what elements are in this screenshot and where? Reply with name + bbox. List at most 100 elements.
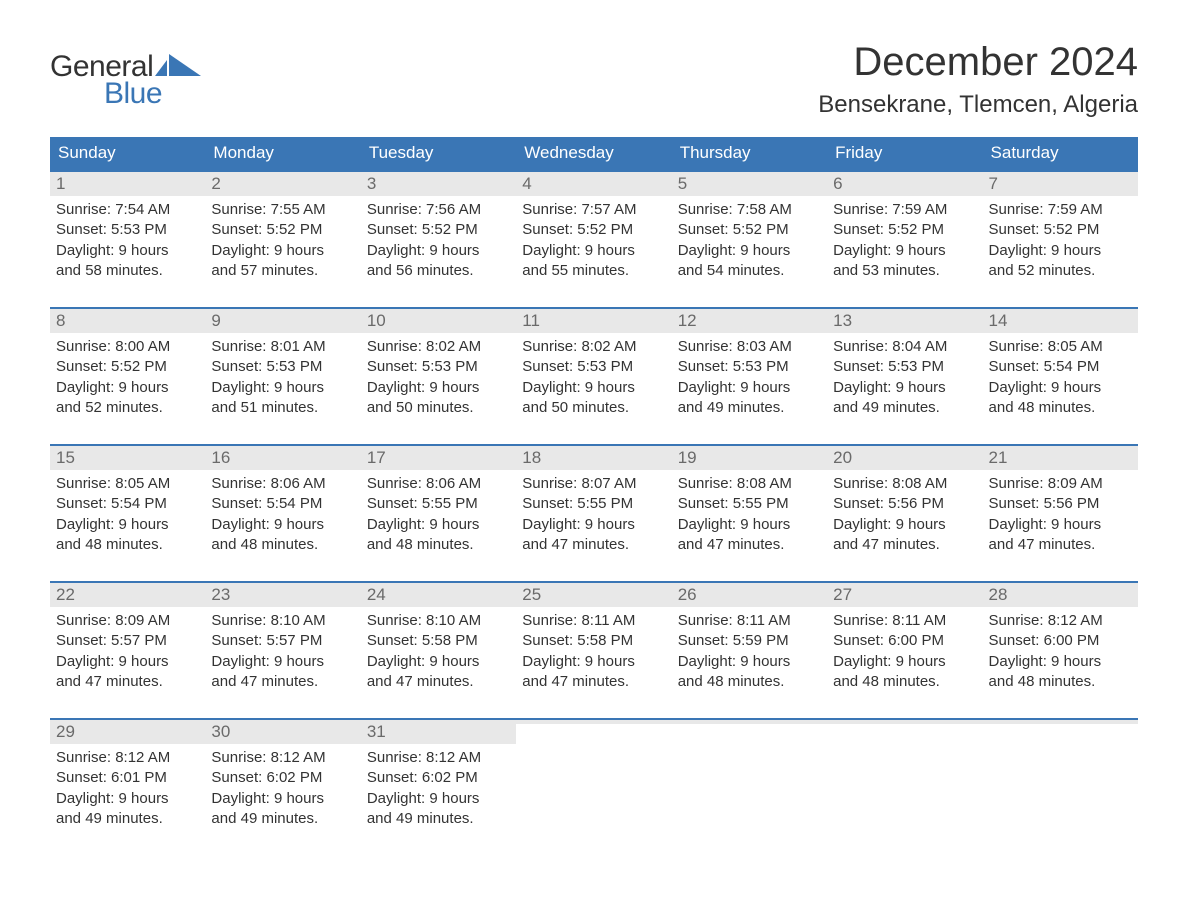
week-row: 22Sunrise: 8:09 AMSunset: 5:57 PMDayligh…	[50, 581, 1138, 700]
day-number: 10	[361, 309, 516, 333]
day-number: 22	[50, 583, 205, 607]
daylight-line: Daylight: 9 hours	[678, 515, 821, 535]
day-number-bar: 5	[672, 172, 827, 196]
day-number-bar: 14	[983, 309, 1138, 333]
day-number: 31	[361, 720, 516, 744]
sunrise-line: Sunrise: 8:08 AM	[678, 474, 821, 494]
sunset-line: Sunset: 5:52 PM	[989, 220, 1132, 240]
day-number: 7	[983, 172, 1138, 196]
sunset-line: Sunset: 5:54 PM	[989, 357, 1132, 377]
sunrise-line: Sunrise: 8:11 AM	[678, 611, 821, 631]
day-body: Sunrise: 8:02 AMSunset: 5:53 PMDaylight:…	[516, 333, 671, 418]
sunrise-line: Sunrise: 8:10 AM	[211, 611, 354, 631]
day-number: 19	[672, 446, 827, 470]
sunrise-line: Sunrise: 7:59 AM	[989, 200, 1132, 220]
day-cell: 11Sunrise: 8:02 AMSunset: 5:53 PMDayligh…	[516, 309, 671, 426]
day-number-bar: 13	[827, 309, 982, 333]
sunset-line: Sunset: 5:52 PM	[56, 357, 199, 377]
daylight-line: and 47 minutes.	[522, 672, 665, 692]
daylight-line: and 49 minutes.	[833, 398, 976, 418]
day-body: Sunrise: 8:09 AMSunset: 5:56 PMDaylight:…	[983, 470, 1138, 555]
sunrise-line: Sunrise: 7:55 AM	[211, 200, 354, 220]
daylight-line: and 47 minutes.	[56, 672, 199, 692]
day-number-bar: 8	[50, 309, 205, 333]
weekday-header: Saturday	[983, 137, 1138, 170]
daylight-line: and 47 minutes.	[833, 535, 976, 555]
daylight-line: Daylight: 9 hours	[522, 378, 665, 398]
day-number: 15	[50, 446, 205, 470]
day-body: Sunrise: 8:06 AMSunset: 5:55 PMDaylight:…	[361, 470, 516, 555]
sunrise-line: Sunrise: 8:12 AM	[211, 748, 354, 768]
day-cell: 14Sunrise: 8:05 AMSunset: 5:54 PMDayligh…	[983, 309, 1138, 426]
calendar-page: General Blue December 2024 Bensekrane, T…	[0, 0, 1188, 877]
day-body: Sunrise: 8:09 AMSunset: 5:57 PMDaylight:…	[50, 607, 205, 692]
daylight-line: and 48 minutes.	[833, 672, 976, 692]
daylight-line: and 50 minutes.	[522, 398, 665, 418]
day-number: 20	[827, 446, 982, 470]
daylight-line: Daylight: 9 hours	[678, 378, 821, 398]
day-number: 2	[205, 172, 360, 196]
sunset-line: Sunset: 5:53 PM	[522, 357, 665, 377]
day-body: Sunrise: 7:59 AMSunset: 5:52 PMDaylight:…	[827, 196, 982, 281]
week-row: 29Sunrise: 8:12 AMSunset: 6:01 PMDayligh…	[50, 718, 1138, 837]
day-number-bar: 24	[361, 583, 516, 607]
sunrise-line: Sunrise: 7:54 AM	[56, 200, 199, 220]
day-number-bar: 3	[361, 172, 516, 196]
sunrise-line: Sunrise: 8:06 AM	[211, 474, 354, 494]
weekday-header: Wednesday	[516, 137, 671, 170]
daylight-line: and 55 minutes.	[522, 261, 665, 281]
day-cell: 18Sunrise: 8:07 AMSunset: 5:55 PMDayligh…	[516, 446, 671, 563]
sunrise-line: Sunrise: 8:00 AM	[56, 337, 199, 357]
day-number-bar: 17	[361, 446, 516, 470]
day-body: Sunrise: 8:04 AMSunset: 5:53 PMDaylight:…	[827, 333, 982, 418]
day-body: Sunrise: 8:03 AMSunset: 5:53 PMDaylight:…	[672, 333, 827, 418]
day-cell	[516, 720, 671, 837]
daylight-line: Daylight: 9 hours	[56, 789, 199, 809]
daylight-line: Daylight: 9 hours	[833, 378, 976, 398]
daylight-line: and 48 minutes.	[56, 535, 199, 555]
calendar-grid: Sunday Monday Tuesday Wednesday Thursday…	[50, 137, 1138, 837]
day-number-bar: 27	[827, 583, 982, 607]
daylight-line: and 52 minutes.	[989, 261, 1132, 281]
sunset-line: Sunset: 5:55 PM	[367, 494, 510, 514]
sunset-line: Sunset: 5:53 PM	[56, 220, 199, 240]
sunrise-line: Sunrise: 7:57 AM	[522, 200, 665, 220]
day-number: 23	[205, 583, 360, 607]
day-body: Sunrise: 7:56 AMSunset: 5:52 PMDaylight:…	[361, 196, 516, 281]
day-number: 6	[827, 172, 982, 196]
day-number-bar: 20	[827, 446, 982, 470]
day-body: Sunrise: 8:08 AMSunset: 5:55 PMDaylight:…	[672, 470, 827, 555]
daylight-line: Daylight: 9 hours	[367, 515, 510, 535]
day-number-bar: 12	[672, 309, 827, 333]
daylight-line: and 53 minutes.	[833, 261, 976, 281]
sunset-line: Sunset: 5:58 PM	[522, 631, 665, 651]
day-number-bar: 31	[361, 720, 516, 744]
day-cell: 1Sunrise: 7:54 AMSunset: 5:53 PMDaylight…	[50, 172, 205, 289]
sunset-line: Sunset: 5:52 PM	[678, 220, 821, 240]
day-cell: 21Sunrise: 8:09 AMSunset: 5:56 PMDayligh…	[983, 446, 1138, 563]
brand-logo: General Blue	[50, 50, 201, 111]
sunset-line: Sunset: 5:53 PM	[678, 357, 821, 377]
day-cell: 23Sunrise: 8:10 AMSunset: 5:57 PMDayligh…	[205, 583, 360, 700]
day-cell: 8Sunrise: 8:00 AMSunset: 5:52 PMDaylight…	[50, 309, 205, 426]
sunset-line: Sunset: 5:55 PM	[678, 494, 821, 514]
daylight-line: Daylight: 9 hours	[989, 241, 1132, 261]
day-number-bar	[983, 720, 1138, 724]
sunrise-line: Sunrise: 8:11 AM	[522, 611, 665, 631]
daylight-line: and 58 minutes.	[56, 261, 199, 281]
day-number-bar: 30	[205, 720, 360, 744]
day-number: 16	[205, 446, 360, 470]
sunrise-line: Sunrise: 8:10 AM	[367, 611, 510, 631]
day-number-bar: 7	[983, 172, 1138, 196]
daylight-line: and 47 minutes.	[522, 535, 665, 555]
day-number: 24	[361, 583, 516, 607]
sunrise-line: Sunrise: 7:58 AM	[678, 200, 821, 220]
day-body: Sunrise: 7:57 AMSunset: 5:52 PMDaylight:…	[516, 196, 671, 281]
daylight-line: Daylight: 9 hours	[367, 378, 510, 398]
sunrise-line: Sunrise: 8:11 AM	[833, 611, 976, 631]
sunset-line: Sunset: 5:53 PM	[833, 357, 976, 377]
day-cell: 7 Sunrise: 7:59 AMSunset: 5:52 PMDaylight…	[983, 172, 1138, 289]
weekday-header: Sunday	[50, 137, 205, 170]
daylight-line: and 47 minutes.	[989, 535, 1132, 555]
sunset-line: Sunset: 5:58 PM	[367, 631, 510, 651]
